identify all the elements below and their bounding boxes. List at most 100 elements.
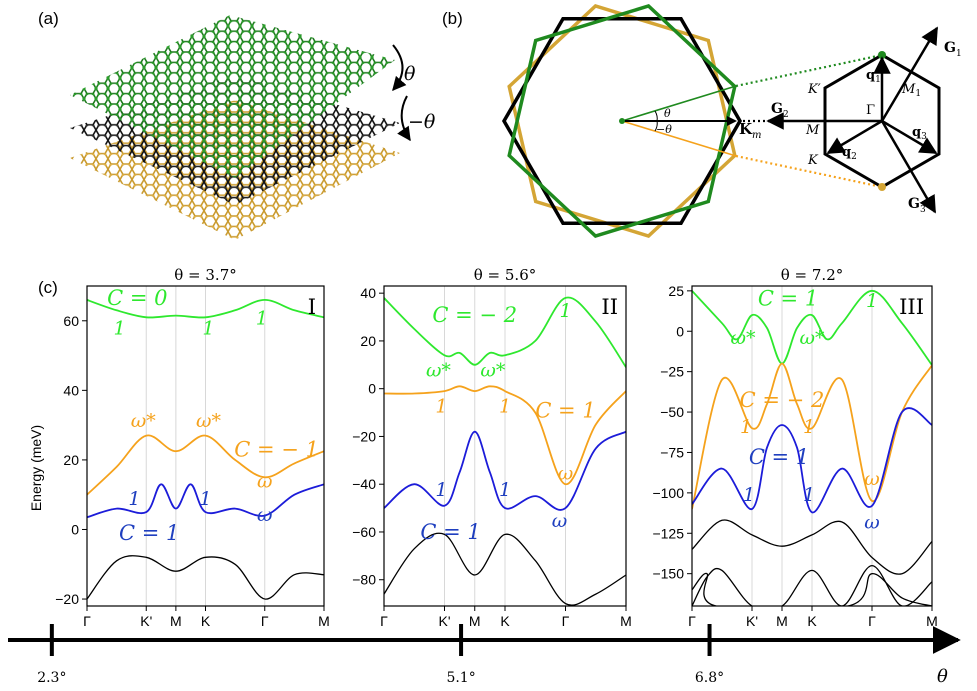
panel-c: (c) Energy (meV) −20 0 20 40 60 Γ K' M K Γ Mθ = 3.…	[28, 266, 938, 629]
band-line	[87, 483, 324, 519]
G1-label: G1	[944, 40, 962, 59]
y-tick-label: −20	[352, 428, 376, 444]
band-line	[692, 572, 932, 606]
theta-label-a: θ	[404, 63, 416, 85]
plot-title: θ = 7.2°	[781, 266, 844, 284]
x-tick-label: M	[776, 613, 788, 629]
band-annotation: 1	[202, 318, 214, 340]
panel-b: (b) θ −θ Km G1 G2 G3 q1 q2 q3 K′ K M M1	[442, 4, 962, 238]
y-tick-label: −150	[652, 566, 684, 582]
band-line	[692, 407, 932, 514]
band-annotation: ω	[864, 468, 880, 490]
rotation-arrow-bottom	[397, 95, 411, 142]
y-tick-label: 0	[676, 323, 684, 339]
band-annotation: 1	[114, 318, 126, 340]
theta-tick-label: 2.3°	[37, 670, 66, 686]
top-layer-lattice	[70, 15, 395, 178]
band-annotation: C = 1	[420, 520, 480, 544]
band-annotation: ω*	[131, 410, 156, 432]
band-line	[384, 430, 626, 511]
x-tick-label: M	[170, 613, 182, 629]
band-annotation: 1	[803, 484, 815, 506]
band-annotation: 1	[743, 484, 755, 506]
bands	[384, 296, 626, 606]
band-annotation: C = − 1	[234, 437, 319, 461]
G1-vector	[880, 26, 939, 122]
theta-arc	[654, 110, 658, 122]
y-tick-label: −125	[652, 525, 684, 541]
band-annotation: C = − 2	[432, 303, 517, 327]
band-annotation: 1	[740, 416, 752, 438]
x-tick-label: K	[500, 613, 510, 629]
band-annotation: C = − 2	[740, 388, 825, 412]
black-hexagon	[501, 17, 743, 225]
gold-hexagon	[507, 4, 737, 238]
band-annotation: ω	[552, 510, 568, 532]
plot-title: θ = 3.7°	[174, 266, 237, 284]
q3-vector	[881, 119, 938, 155]
band-annotation: 1	[199, 488, 211, 510]
k-point-green	[878, 51, 886, 59]
x-tick-label: Γ	[83, 613, 91, 629]
theta-axis-label: θ	[937, 666, 948, 687]
panel-a-label: (a)	[38, 9, 59, 28]
y-tick-label: −25	[660, 364, 684, 380]
band-annotation: ω	[558, 462, 574, 484]
y-axis-label: Energy (meV)	[28, 425, 44, 511]
band-annotation: C = 1	[758, 286, 818, 310]
x-tick-label: K	[201, 613, 211, 629]
x-tick-label: Γ	[261, 613, 269, 629]
band-annotation: ω*	[800, 327, 825, 349]
y-tick-label: −60	[352, 524, 376, 540]
band-plot-3: −150 −125 −100 −75 −50 −25 0 25 Γ K' M K Γ Mθ = 7.2° I…	[652, 266, 937, 629]
x-tick-label: M	[318, 613, 330, 629]
G2-label: G2	[771, 101, 789, 120]
theta-label-b: θ	[664, 107, 671, 120]
band-plot-2: −80 −60 −40 −20 0 20 40 Γ K' M K Γ Mθ = 5.6° II C = − …	[352, 266, 632, 629]
band-annotation: ω*	[196, 410, 221, 432]
theta-axis: 2.3° 5.1° 6.8° θ	[8, 624, 961, 687]
band-annotation: 1	[499, 396, 511, 418]
band-annotation: C = 1	[119, 521, 179, 545]
panel-roman-label: II	[601, 295, 618, 319]
km-label: Km	[739, 120, 762, 141]
band-line	[87, 434, 324, 496]
panel-b-label: (b)	[442, 9, 463, 28]
x-tick-label: K'	[140, 613, 152, 629]
band-annotation: 1	[866, 290, 878, 312]
panel-roman-label: III	[899, 295, 924, 319]
y-tick-label: 60	[63, 313, 79, 329]
band-annotation: ω	[864, 511, 880, 533]
band-line	[692, 289, 932, 366]
bands	[692, 289, 932, 606]
q1-label: q1	[866, 68, 881, 85]
y-tick-label: −100	[652, 485, 684, 501]
band-line	[384, 296, 626, 368]
k-point-gold	[878, 183, 886, 191]
band-line	[384, 532, 626, 606]
band-line	[692, 564, 932, 606]
panel-c-label: (c)	[38, 278, 58, 297]
band-annotation: 1	[559, 300, 571, 322]
x-tick-label: K'	[746, 613, 758, 629]
band-annotation: 1	[435, 479, 447, 501]
band-annotation: ω*	[731, 327, 756, 349]
y-tick-label: 0	[71, 521, 79, 537]
panel-a: (a) θ −θ	[38, 9, 436, 240]
band-annotation: ω	[257, 471, 273, 493]
band-annotation: C = 0	[107, 286, 167, 310]
neg-theta-label-a: −θ	[408, 111, 436, 133]
band-annotation: 1	[803, 416, 815, 438]
y-tick-label: −75	[660, 444, 684, 460]
y-tick-label: 20	[63, 452, 79, 468]
k-label: K	[807, 153, 819, 168]
q3-label: q3	[912, 125, 927, 142]
G3-label: G3	[908, 196, 926, 215]
q2-vector	[826, 119, 883, 155]
y-tick-label: 25	[668, 283, 684, 299]
band-line	[384, 385, 626, 486]
x-tick-label: Γ	[562, 613, 570, 629]
x-tick-label: M	[926, 613, 938, 629]
